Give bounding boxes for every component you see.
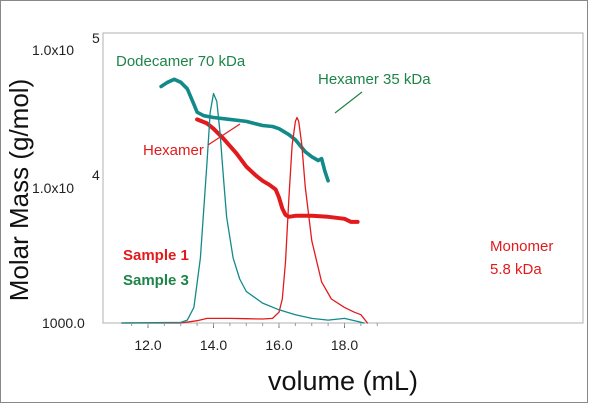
annotation-hexamer-35-pointer xyxy=(334,91,363,114)
y-axis-title: Molar Mass (g/mol) xyxy=(4,79,34,301)
y-tick-label-bottom: 1000.0 xyxy=(42,315,85,331)
plot-area xyxy=(102,32,584,324)
annotation-hexamer: Hexamer xyxy=(143,142,204,159)
annotation-hexamer-pointer xyxy=(207,123,241,146)
y-tick-label-top: 1.0x10 xyxy=(32,42,74,58)
annotation-monomer-mass: 5.8 kDa xyxy=(490,261,542,278)
legend-sample-1: Sample 1 xyxy=(123,247,189,264)
y-tick-exp-top: 5 xyxy=(92,30,100,46)
y-tick-label-mid: 1.0x10 xyxy=(32,180,74,196)
x-tick-label-3: 16.0 xyxy=(265,337,292,353)
annotation-hexamer-35: Hexamer 35 kDa xyxy=(318,71,431,88)
x-tick-label-1: 12.0 xyxy=(134,337,161,353)
series-line-3 xyxy=(121,116,369,324)
x-tick-label-2: 14.0 xyxy=(200,337,227,353)
x-axis-title: volume (mL) xyxy=(268,366,418,396)
series-line-2 xyxy=(159,77,330,183)
x-tick-label-4: 18.0 xyxy=(331,337,358,353)
legend-sample-3: Sample 3 xyxy=(123,272,189,289)
annotation-dodecamer: Dodecamer 70 kDa xyxy=(116,53,246,70)
series-line-1 xyxy=(195,117,360,224)
y-tick-exp-mid: 4 xyxy=(92,167,100,183)
annotation-monomer: Monomer xyxy=(490,238,553,255)
series-line-4 xyxy=(121,92,365,324)
